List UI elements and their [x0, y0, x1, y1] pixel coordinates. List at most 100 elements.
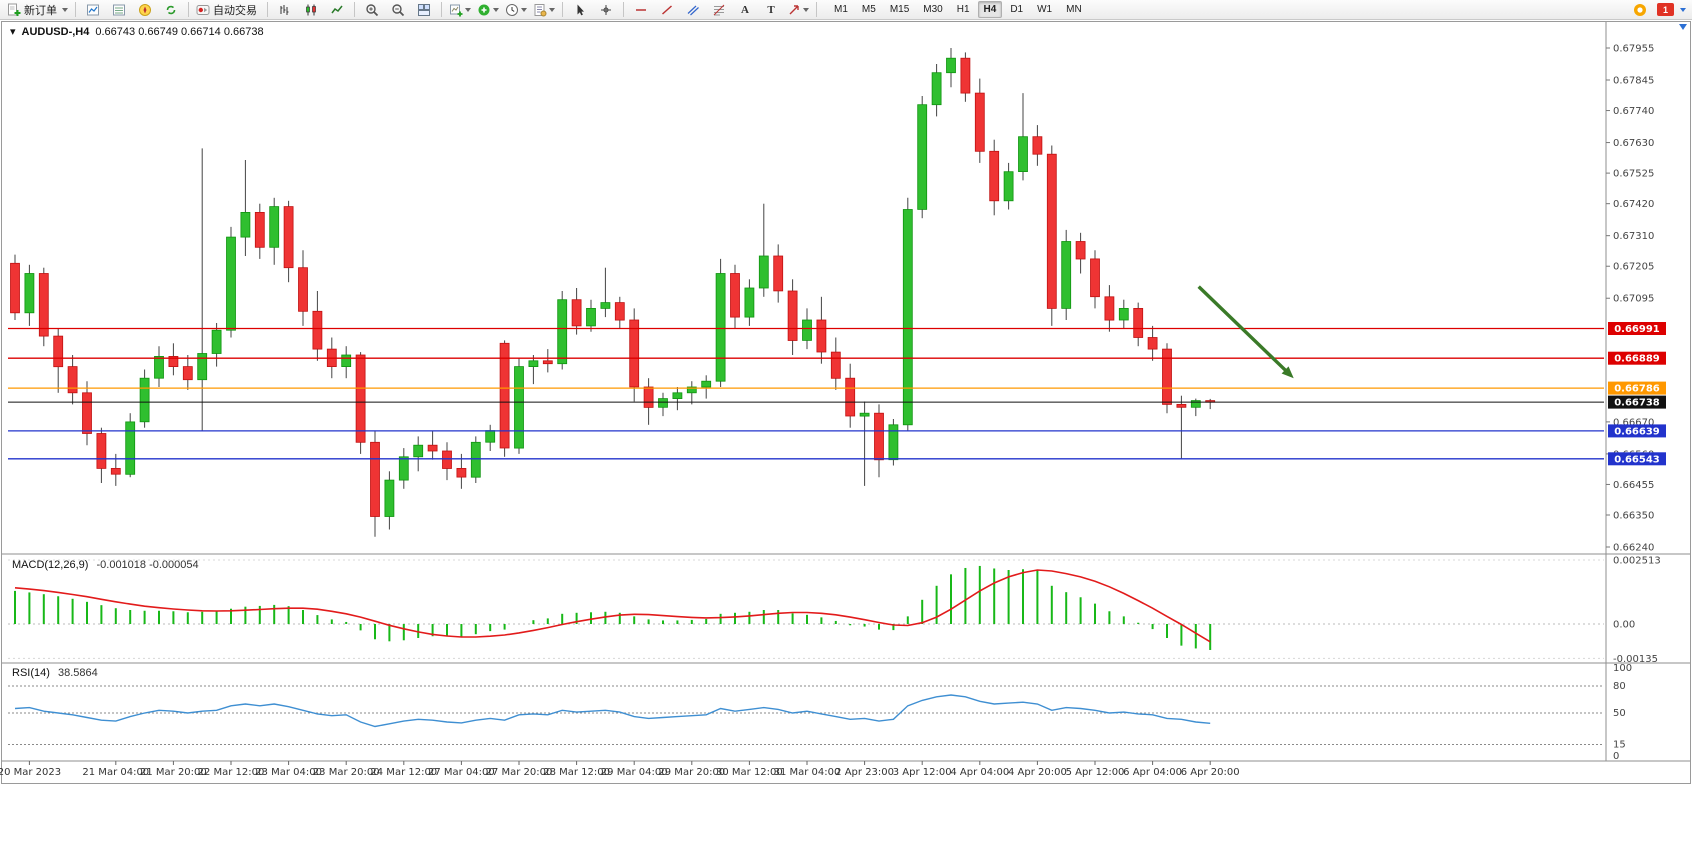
rsi-name: RSI(14) [12, 667, 50, 679]
refresh-button[interactable] [158, 0, 184, 20]
macd-indicator-label: MACD(12,26,9) -0.001018 -0.000054 [12, 559, 199, 571]
separator [188, 2, 189, 17]
indicators-icon [478, 4, 490, 15]
data-window-button[interactable] [106, 0, 132, 20]
svg-text:0.67845: 0.67845 [1613, 76, 1654, 87]
svg-text:22 Mar 12:00: 22 Mar 12:00 [198, 767, 265, 778]
channel-icon [687, 5, 699, 15]
community-icon [1634, 3, 1646, 16]
new-chart-button[interactable] [446, 0, 474, 20]
chart-symbol-period: AUDUSD-,H4 [21, 25, 90, 38]
trend-arrow-annotation[interactable] [1197, 285, 1294, 379]
svg-text:2 Apr 23:00: 2 Apr 23:00 [835, 767, 894, 778]
timeframe-button-h1[interactable]: H1 [956, 4, 970, 15]
macd-values: -0.001018 -0.000054 [96, 559, 199, 571]
timeframe-button-m1[interactable]: M1 [834, 4, 848, 15]
fibonacci-tool-button[interactable] [706, 0, 732, 20]
separator [354, 2, 355, 17]
one-click-collapse-icon[interactable]: ▾ [10, 26, 16, 38]
text-tool-button[interactable]: A [732, 0, 758, 20]
svg-text:100: 100 [1613, 663, 1632, 674]
trendline-tool-button[interactable] [654, 0, 680, 20]
svg-text:0.66639: 0.66639 [1614, 426, 1660, 437]
arrows-tool-button[interactable] [784, 0, 812, 20]
templates-icon [534, 3, 547, 16]
chevron-down-icon [62, 7, 68, 12]
svg-text:20 Mar 2023: 20 Mar 2023 [0, 767, 61, 778]
channel-tool-button[interactable] [680, 0, 706, 20]
svg-text:0.66889: 0.66889 [1614, 354, 1660, 365]
templates-button[interactable] [530, 0, 558, 20]
separator [562, 2, 563, 17]
scale-dropdown-icon[interactable] [1679, 24, 1687, 30]
svg-text:29 Mar 04:00: 29 Mar 04:00 [601, 767, 668, 778]
horizontal-line-icon [636, 8, 646, 11]
separator [75, 2, 76, 17]
svg-text:15: 15 [1613, 740, 1626, 751]
market-watch-button[interactable] [80, 0, 106, 20]
svg-text:0.67955: 0.67955 [1613, 44, 1654, 55]
rsi-indicator-label: RSI(14) 38.5864 [12, 667, 98, 679]
tile-windows-button[interactable] [411, 0, 437, 20]
svg-text:6 Apr 04:00: 6 Apr 04:00 [1123, 767, 1182, 778]
timeframe-button-h4[interactable]: H4 [977, 1, 1003, 18]
timeframe-button-m30[interactable]: M30 [923, 4, 943, 15]
zoom-in-button[interactable] [359, 0, 385, 20]
candlestick-series [10, 48, 1216, 537]
cursor-button[interactable] [567, 0, 593, 20]
svg-text:31 Mar 04:00: 31 Mar 04:00 [774, 767, 841, 778]
price-tag: 0.66786 [1608, 381, 1666, 395]
svg-text:0.67525: 0.67525 [1613, 169, 1654, 180]
candlestick-mode-button[interactable] [298, 0, 324, 20]
timeframe-group: M1 M5 M15 M30 H1 H4 D1 W1 MN [827, 1, 1089, 18]
bar-chart-mode-button[interactable] [272, 0, 298, 20]
chart-ohlc-values: 0.66743 0.66749 0.66714 0.66738 [95, 25, 264, 38]
horizontal-line-tool-button[interactable] [628, 0, 654, 20]
svg-text:0.002513: 0.002513 [1613, 556, 1661, 567]
timeframe-button-w1[interactable]: W1 [1037, 4, 1053, 15]
chevron-down-icon [465, 7, 471, 12]
rsi-line [14, 694, 1211, 728]
svg-text:23 Mar 04:00: 23 Mar 04:00 [255, 767, 322, 778]
svg-text:28 Mar 12:00: 28 Mar 12:00 [543, 767, 610, 778]
label-tool-label: T [767, 3, 775, 16]
svg-text:29 Mar 20:00: 29 Mar 20:00 [658, 767, 725, 778]
timeframe-button-mn[interactable]: MN [1066, 4, 1082, 15]
navigator-button[interactable] [132, 0, 158, 20]
label-tool-button[interactable]: T [758, 0, 784, 20]
notification-badge[interactable]: 1 [1657, 3, 1674, 16]
svg-text:0.00: 0.00 [1613, 620, 1635, 631]
data-window-icon [113, 4, 125, 15]
svg-text:21 Mar 04:00: 21 Mar 04:00 [82, 767, 149, 778]
periods-button[interactable] [502, 0, 530, 20]
timeframe-button-d1[interactable]: D1 [1010, 4, 1024, 15]
svg-text:0.67630: 0.67630 [1613, 138, 1654, 149]
timeframe-button-m15[interactable]: M15 [889, 4, 910, 15]
macd-histogram [14, 565, 1212, 650]
clock-icon [506, 3, 518, 16]
refresh-icon [166, 5, 176, 14]
crosshair-button[interactable] [593, 0, 619, 20]
chevron-down-icon[interactable] [1680, 7, 1686, 12]
zoom-out-icon [392, 3, 405, 16]
svg-text:21 Mar 20:00: 21 Mar 20:00 [140, 767, 207, 778]
candlestick-chart-icon [306, 4, 316, 15]
indicators-button[interactable] [474, 0, 502, 20]
line-chart-mode-button[interactable] [324, 0, 350, 20]
new-order-button[interactable]: 新订单 [4, 0, 71, 20]
svg-text:0.66738: 0.66738 [1614, 398, 1660, 409]
svg-text:0.66350: 0.66350 [1613, 510, 1654, 521]
community-button[interactable] [1627, 0, 1653, 20]
new-chart-icon [450, 4, 463, 16]
zoom-out-button[interactable] [385, 0, 411, 20]
svg-text:0.66455: 0.66455 [1613, 480, 1654, 491]
price-tag: 0.66991 [1608, 322, 1666, 335]
autotrading-button[interactable]: 自动交易 [193, 0, 263, 20]
svg-text:0.67205: 0.67205 [1613, 262, 1654, 273]
timeframe-button-m5[interactable]: M5 [861, 4, 876, 15]
separator [267, 2, 268, 17]
line-chart-icon [331, 5, 343, 13]
new-order-label: 新订单 [24, 4, 57, 17]
